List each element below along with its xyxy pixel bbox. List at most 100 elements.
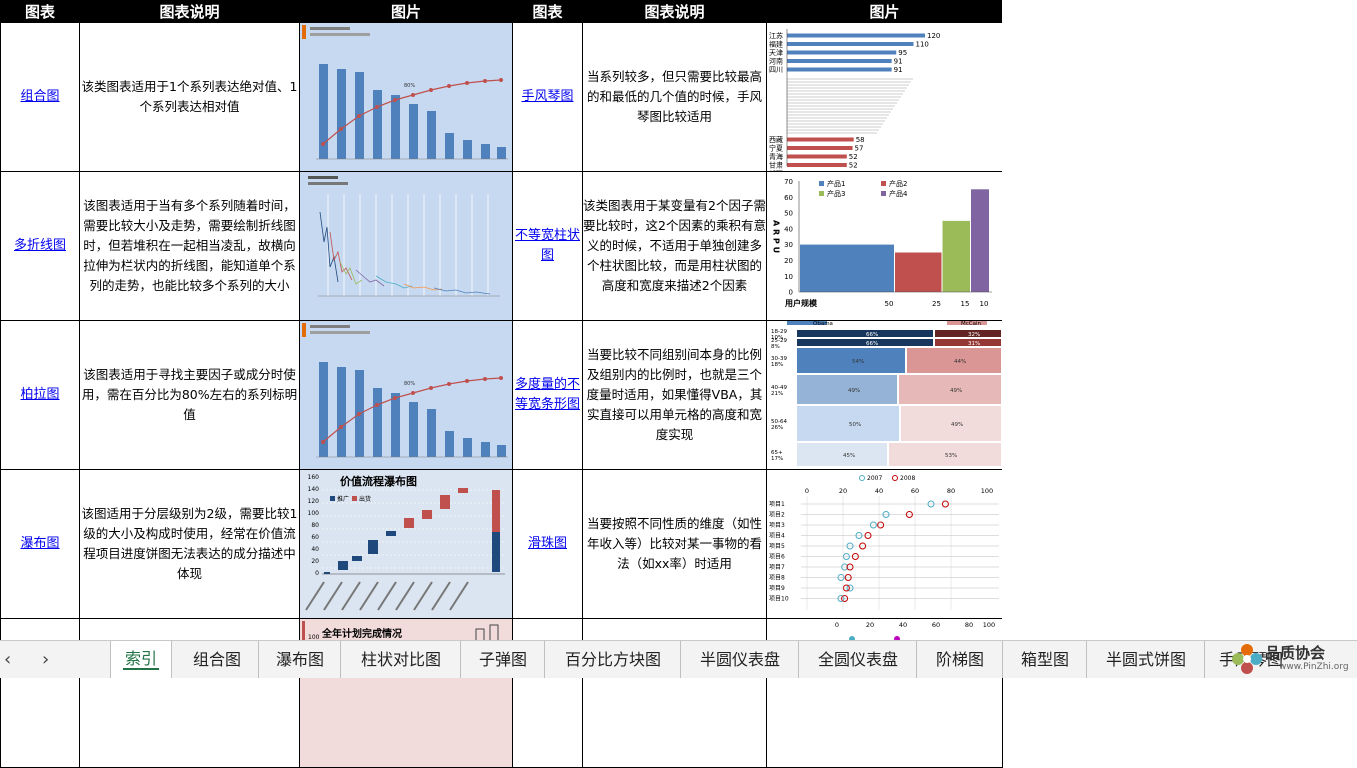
waterfall-title: 价值流程瀑布图 xyxy=(340,474,417,488)
link-dumbbell-chart[interactable]: 滑珠图 xyxy=(527,536,567,551)
mm-value-a: 54% xyxy=(852,359,864,365)
accordion-bottom-label: 新疆 xyxy=(769,169,783,171)
table-row: 瀑布图 该图适用于分层级别为2级，需要比较1级的大小及构成时使用，经常在价值流程… xyxy=(0,469,1003,619)
dumbbell-item: 项目9 xyxy=(769,585,785,592)
tab-half-pie[interactable]: 半圆式饼图 xyxy=(1086,641,1205,678)
tab-scroll-right-icon[interactable]: › xyxy=(42,649,50,670)
mm-value-a: 45% xyxy=(843,453,855,459)
mm-bar-b xyxy=(901,406,1001,441)
uw-y-tick: 20 xyxy=(784,257,793,265)
uw-y-tick: 0 xyxy=(789,289,793,297)
link-pareto-chart[interactable]: 柏拉图 xyxy=(20,387,60,402)
mm-group-pct: 26% xyxy=(771,425,783,431)
tab-waterfall[interactable]: 瀑布图 xyxy=(258,641,341,678)
waterfall-legend-2: 出货 xyxy=(359,495,371,503)
mm-group-label: 50-64 xyxy=(771,419,787,425)
dumbbell-dot-a xyxy=(842,553,850,560)
accordion-top-label: 江苏 xyxy=(769,31,783,40)
dumbbell-item: 项目8 xyxy=(769,575,785,582)
combo-pct-label: 80% xyxy=(404,83,415,89)
mm-value-a: 66% xyxy=(866,332,878,338)
uw-x-tick: 15 xyxy=(961,300,970,308)
dumbbell-legend-2: 2008 xyxy=(900,475,915,482)
mm-value-b: 49% xyxy=(951,422,963,428)
tab-column-compare[interactable]: 柱状对比图 xyxy=(340,641,461,678)
uw-legend-label: 产品1 xyxy=(827,179,845,188)
empty-sheet-area[interactable] xyxy=(1002,0,1357,640)
link-waterfall-chart[interactable]: 瀑布图 xyxy=(20,536,60,551)
dumbbell-dot-a xyxy=(869,521,877,529)
thumb-dumbbell-chart: 2007 2008 0 20 40 60 80 100 项目1 项目2 项目3 项目4 项目5 项目… xyxy=(767,470,1002,618)
waterfall-y-tick: 140 xyxy=(308,486,320,493)
link-multi-measure-bar[interactable]: 多度量的不等宽条形图 xyxy=(514,377,580,412)
dumbbell-dot-b xyxy=(941,500,949,508)
watermark-name: 品质协会 xyxy=(1265,644,1326,662)
mm-value-a: 49% xyxy=(848,388,860,394)
accordion-top-value: 91 xyxy=(894,58,903,66)
tab-bullet[interactable]: 子弹图 xyxy=(460,641,545,678)
table-header-row: 图表 图表说明 图片 图表 图表说明 图片 xyxy=(0,0,1003,23)
dumbbell-item: 项目10 xyxy=(769,596,789,603)
thumb-multi-line-chart xyxy=(300,172,512,320)
waterfall-y-tick: 80 xyxy=(311,522,319,529)
tab-combo[interactable]: 组合图 xyxy=(192,650,241,669)
mm-bar-a xyxy=(797,375,897,404)
uw-y-tick: 60 xyxy=(784,194,793,202)
tab-percent-square[interactable]: 百分比方块图 xyxy=(544,641,681,678)
mm-group-label: 65+ xyxy=(771,450,783,456)
accordion-bottom-label: 西藏 xyxy=(769,135,783,144)
tab-half-gauge[interactable]: 半圆仪表盘 xyxy=(680,641,799,678)
dumbbell-dot-a xyxy=(882,511,890,518)
mm-bar-a xyxy=(797,330,933,337)
accordion-top-value: 95 xyxy=(898,49,907,57)
accordion-bottom-bar xyxy=(787,146,853,150)
uw-x-tick: 50 xyxy=(885,300,894,308)
mm-group-pct: 18% xyxy=(771,362,783,368)
dumbbell-dot-b xyxy=(841,595,849,602)
mm-value-a: 50% xyxy=(849,422,861,428)
mm-bar-a xyxy=(797,406,899,441)
svg-text:0: 0 xyxy=(835,621,839,629)
tab-step[interactable]: 阶梯图 xyxy=(916,641,1003,678)
link-accordion-chart[interactable]: 手风琴图 xyxy=(521,89,574,104)
accordion-bottom-value: 51 xyxy=(848,170,857,171)
dumbbell-tick: 100 xyxy=(981,487,993,495)
uw-legend-swatch xyxy=(819,181,824,186)
svg-text:20: 20 xyxy=(866,621,874,629)
mm-group-label: 25-29 xyxy=(771,338,787,344)
waterfall-y-tick: 100 xyxy=(308,510,320,517)
accordion-top-bar xyxy=(787,67,892,72)
accordion-bottom-value: 58 xyxy=(856,136,865,144)
link-multi-line-chart[interactable]: 多折线图 xyxy=(13,238,66,253)
accordion-top-bar xyxy=(787,33,925,38)
dumbbell-item: 项目2 xyxy=(769,512,785,519)
uw-legend-label: 产品3 xyxy=(827,189,845,198)
dumbbell-dot-b xyxy=(846,563,854,571)
dumbbell-dot-a xyxy=(837,595,845,602)
uw-y-tick: 70 xyxy=(784,178,793,186)
accordion-bottom-bar xyxy=(787,137,854,142)
dumbbell-dot-a xyxy=(841,563,849,571)
waterfall-y-tick: 20 xyxy=(311,558,319,565)
accordion-top-label: 福建 xyxy=(769,40,783,49)
link-combo-chart[interactable]: 组合图 xyxy=(20,89,60,104)
tab-box[interactable]: 箱型图 xyxy=(1002,641,1087,678)
dumbbell-legend-1: 2007 xyxy=(867,475,882,482)
thumb-combo-chart: 80% xyxy=(300,23,512,171)
mm-value-b: 44% xyxy=(954,359,966,365)
tab-scroll-left-icon[interactable]: ‹ xyxy=(4,649,12,670)
table-row: 柏拉图 该图表适用于寻找主要因子或成分时使用，需在百分比为80%左右的系列标明值 xyxy=(0,320,1003,470)
dumbbell-tick: 60 xyxy=(911,487,919,495)
mm-group-label: 18-29 xyxy=(771,329,787,335)
dumbbell-item: 项目6 xyxy=(769,554,785,561)
tab-full-gauge[interactable]: 全圆仪表盘 xyxy=(798,641,917,678)
waterfall-y-tick: 0 xyxy=(315,570,319,577)
accordion-bottom-label: 甘肃 xyxy=(769,161,783,170)
tab-index[interactable]: 索引 xyxy=(110,641,172,678)
pareto-pct-label: 80% xyxy=(404,381,415,387)
dumbbell-dot-a xyxy=(927,500,935,508)
accordion-bottom-value: 52 xyxy=(849,162,858,170)
link-unequal-width-column[interactable]: 不等宽柱状图 xyxy=(514,228,580,263)
uw-y-tick: 30 xyxy=(784,241,793,249)
